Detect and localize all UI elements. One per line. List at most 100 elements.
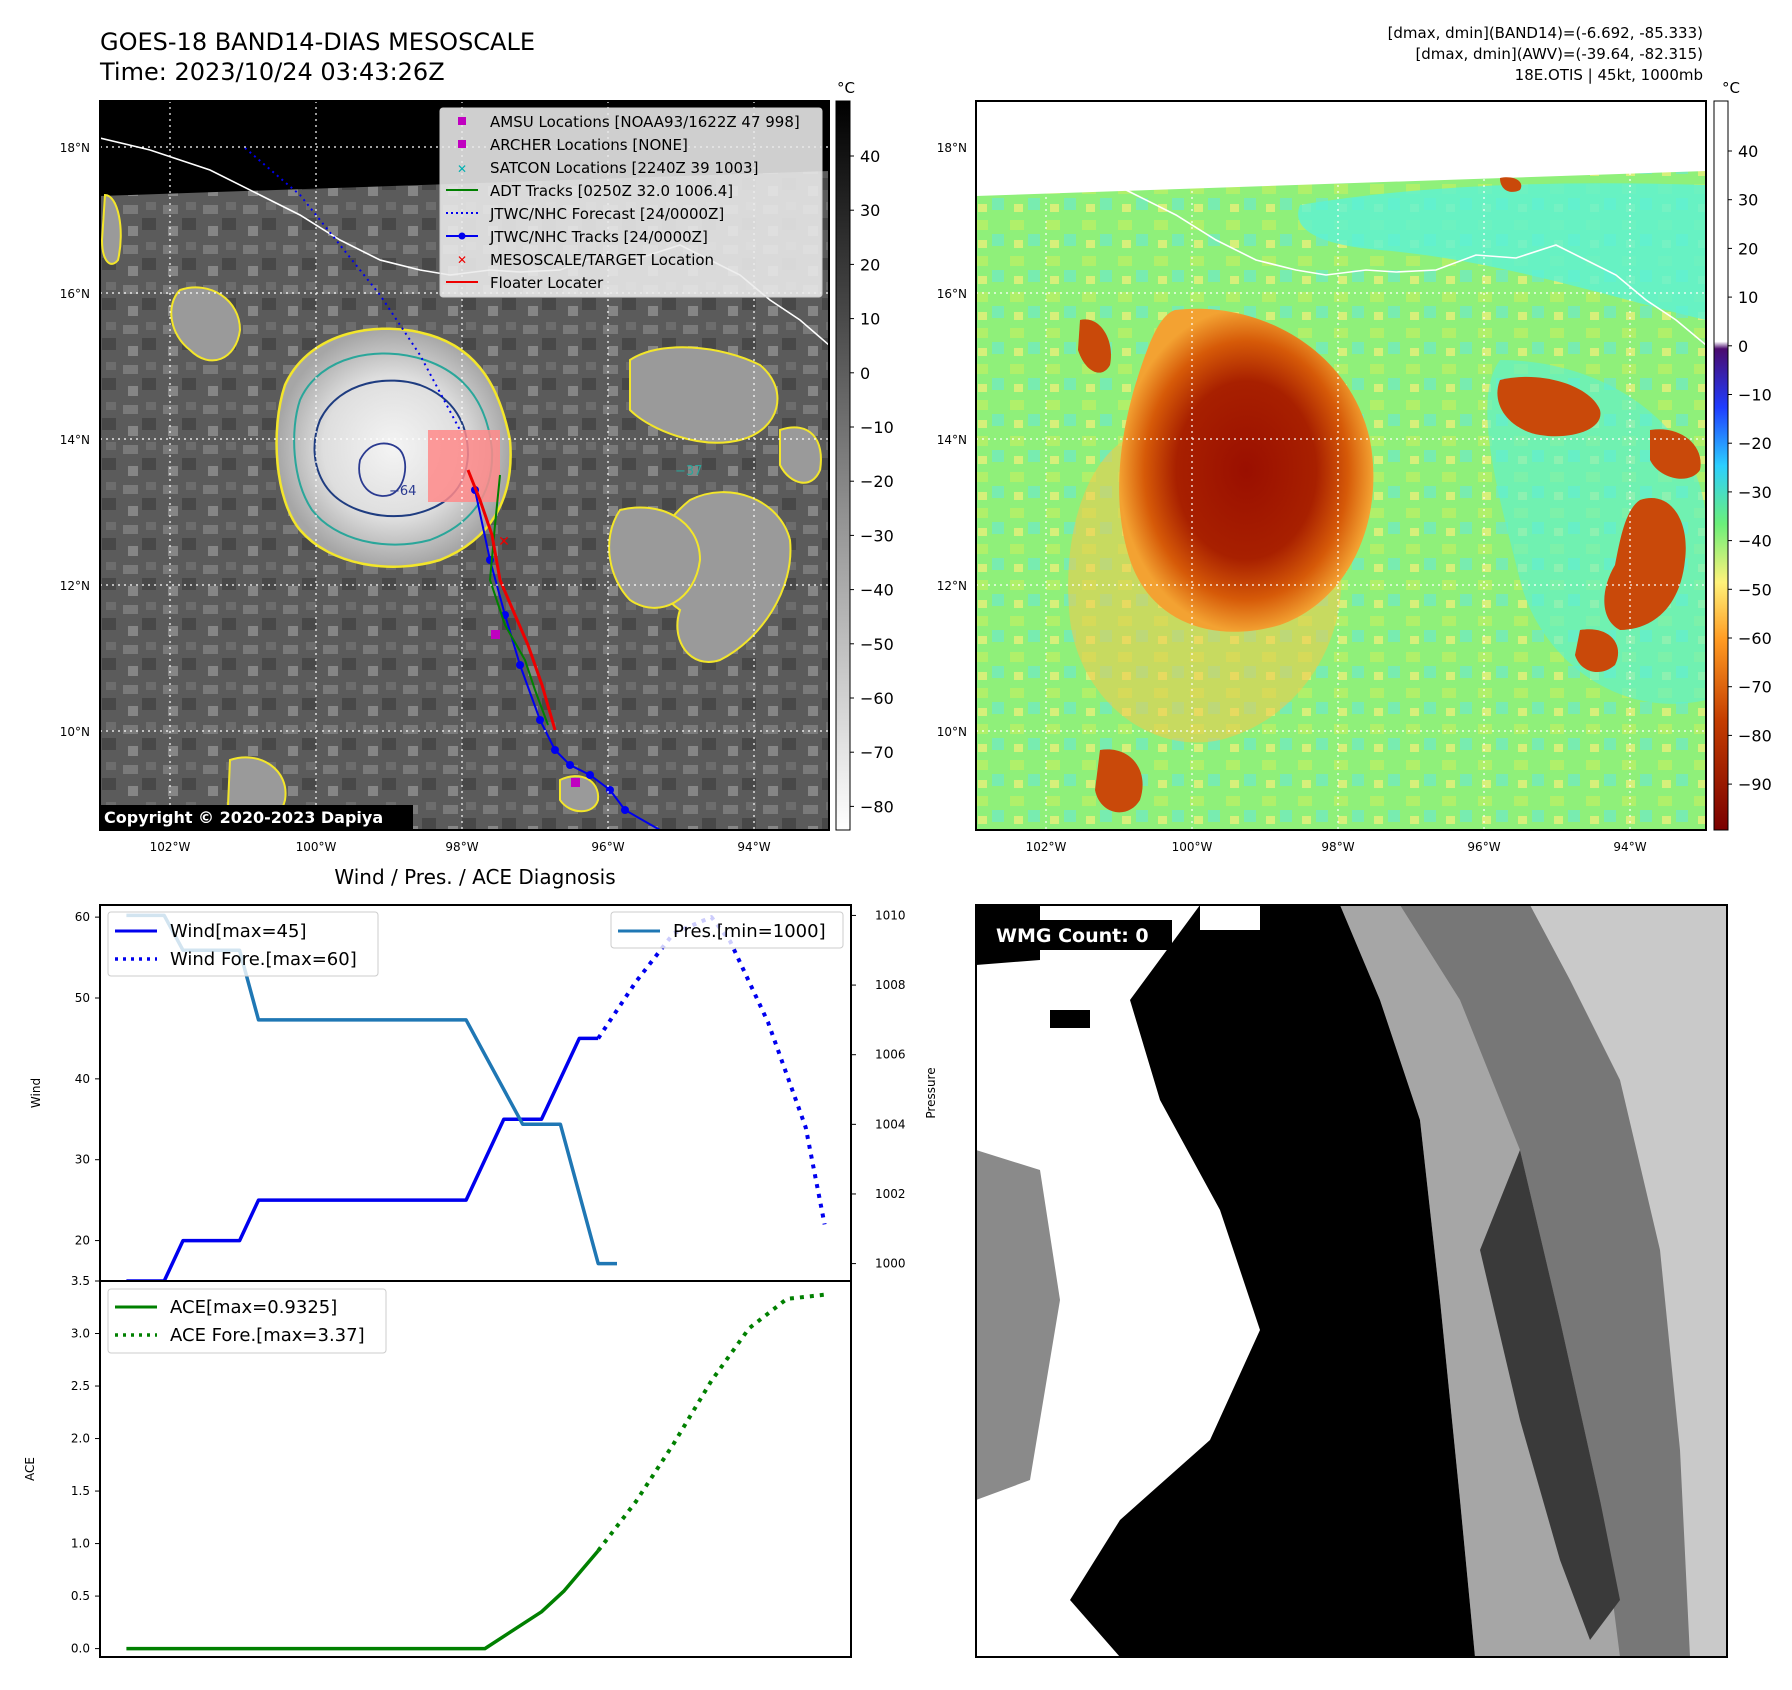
wind-tick-label: 20 — [75, 1234, 90, 1248]
wind-axis-label: Wind — [29, 1078, 43, 1108]
wmg-west-gray — [976, 1150, 1060, 1500]
ace-series — [126, 1292, 825, 1651]
colorbar-tick-label: 0 — [860, 364, 870, 383]
awv-gridlines — [976, 101, 1706, 830]
map-lon-labels: 102°W 100°W 98°W 96°W 94°W — [150, 840, 771, 854]
wind-pressure-chart: 20 30 40 50 60 1000 1002 1004 1006 1008 1010 Wind… — [29, 904, 938, 1283]
ace-tick-label: 1.5 — [71, 1484, 90, 1498]
archer-marker — [571, 778, 580, 787]
pressure-tick-label: 1000 — [875, 1257, 906, 1271]
ir-map-panel: −64 −37 ✕ — [60, 79, 894, 854]
colorbar-tick-label: −90 — [1738, 775, 1772, 794]
contour-label-1: −64 — [389, 484, 416, 499]
ace-tick-label: 0.0 — [71, 1642, 90, 1656]
legend-icon-target: ✕ — [457, 253, 467, 267]
legend-label-ace: ACE[max=0.9325] — [170, 1297, 337, 1318]
pressure-tick-label: 1008 — [875, 978, 906, 992]
colorbar-tick-label: −20 — [1738, 434, 1772, 453]
diagnosis-title: Wind / Pres. / ACE Diagnosis — [334, 865, 615, 889]
legend-box — [439, 107, 823, 298]
contour-label-2: −37 — [675, 464, 702, 479]
awv-stats: [dmax, dmin](AWV)=(-39.64, -82.315) — [1415, 45, 1703, 63]
wind-legend-box — [107, 911, 379, 977]
wind-axis-ticks: 20 30 40 50 60 — [75, 910, 100, 1248]
colorbar-tick-label: −10 — [1738, 386, 1772, 405]
colorbar-tick-label: −70 — [1738, 678, 1772, 697]
awv-map-panel: 18°N 16°N 14°N 12°N 10°N 102°W 100°W 98°… — [937, 79, 1772, 854]
legend-label-archer: ARCHER Locations [NONE] — [490, 136, 688, 154]
legend-icon-satcon: ✕ — [457, 162, 467, 176]
colorbar-tick-label: −10 — [860, 418, 894, 437]
ace-axis-label: ACE — [23, 1457, 37, 1481]
colorbar-tick-label: −40 — [1738, 532, 1772, 551]
wind-legend: Wind[max=45] Wind Fore.[max=60] — [107, 911, 379, 977]
awv-coastline — [976, 137, 1706, 346]
map-lon-label: 100°W — [296, 840, 337, 854]
wmg-frame — [975, 904, 1728, 1658]
ace-tick-label: 2.0 — [71, 1432, 90, 1446]
ir-colorbar — [835, 100, 851, 831]
awv-colorbar — [1713, 100, 1729, 831]
copyright-text: Copyright © 2020-2023 Dapiya — [104, 808, 383, 827]
map-frame — [99, 100, 830, 831]
wmg-count-badge — [990, 920, 1172, 950]
ace-tick-label: 3.0 — [71, 1327, 90, 1341]
ace-tick-label: 1.0 — [71, 1537, 90, 1551]
legend-label-ace-forecast: ACE Fore.[max=3.37] — [170, 1325, 365, 1346]
wmg-black-region — [1070, 905, 1475, 1657]
adt-track — [488, 474, 549, 726]
pressure-legend-box — [610, 911, 844, 949]
legend-label-satcon: SATCON Locations [2240Z 39 1003] — [490, 159, 758, 177]
awv-colorbar-unit: °C — [1722, 79, 1740, 97]
map-lat-label: 18°N — [60, 141, 90, 155]
wmg-panel: WMG Count: 0 — [975, 904, 1728, 1658]
band14-stats: [dmax, dmin](BAND14)=(-6.692, -85.333) — [1388, 24, 1703, 42]
ace-forecast-line — [596, 1292, 825, 1552]
floater-locater-track — [466, 469, 557, 731]
map-lat-label: 16°N — [60, 287, 90, 301]
ir-colorbar-ticks: 40 30 20 10 0 −10 −20 −30 −40 −50 −60 −70 −80 — [850, 147, 894, 816]
figure-time: Time: 2023/10/24 03:43:26Z — [99, 58, 445, 86]
pressure-tick-label: 1004 — [875, 1117, 906, 1131]
copyright-badge — [99, 805, 413, 829]
ace-tick-label: 2.5 — [71, 1379, 90, 1393]
wind-line — [126, 1036, 599, 1283]
convective-cells — [100, 193, 822, 822]
colorbar-tick-label: −60 — [860, 689, 894, 708]
legend-label-adt: ADT Tracks [0250Z 32.0 1006.4] — [490, 182, 733, 200]
wind-tick-label: 40 — [75, 1072, 90, 1086]
legend-label-tracks: JTWC/NHC Tracks [24/0000Z] — [489, 228, 708, 246]
colorbar-tick-label: −80 — [1738, 726, 1772, 745]
awv-lat-labels: 18°N 16°N 14°N 12°N 10°N — [937, 141, 967, 739]
wmg-count-label: WMG Count: 0 — [996, 925, 1149, 947]
colorbar-tick-label: 10 — [1738, 288, 1758, 307]
pressure-tick-label: 1006 — [875, 1048, 906, 1062]
pressure-axis-label: Pressure — [924, 1067, 938, 1118]
wmg-fleck — [1050, 1010, 1090, 1028]
colorbar-tick-label: −60 — [1738, 629, 1772, 648]
legend-label-floater: Floater Locater — [490, 274, 604, 292]
awv-lat-label: 10°N — [937, 725, 967, 739]
pressure-axis-ticks: 1000 1002 1004 1006 1008 1010 — [851, 908, 906, 1271]
legend-icon-archer — [458, 140, 466, 148]
forecast-track — [244, 147, 461, 431]
map-lon-label: 98°W — [445, 840, 478, 854]
map-legend: AMSU Locations [NOAA93/1622Z 47 998] ARC… — [439, 107, 823, 298]
ace-legend-box — [107, 1288, 387, 1354]
map-lat-label: 10°N — [60, 725, 90, 739]
moist-band — [1298, 183, 1706, 320]
pressure-tick-label: 1010 — [875, 908, 906, 922]
wind-forecast-line — [596, 915, 827, 1225]
pressure-legend: Pres.[min=1000] — [610, 911, 844, 949]
wind-tick-label: 50 — [75, 991, 90, 1005]
legend-label-amsu: AMSU Locations [NOAA93/1622Z 47 998] — [490, 113, 800, 131]
colorbar-tick-label: −40 — [860, 581, 894, 600]
map-lon-label: 102°W — [150, 840, 191, 854]
wmg-notch — [1200, 905, 1260, 930]
legend-label-forecast: JTWC/NHC Forecast [24/0000Z] — [489, 205, 724, 223]
figure-title: GOES-18 BAND14-DIAS MESOSCALE — [100, 28, 535, 56]
colorbar-tick-label: 20 — [860, 255, 880, 274]
colorbar-tick-label: 30 — [1738, 191, 1758, 210]
map-lat-labels: 18°N 16°N 14°N 12°N 10°N — [60, 141, 90, 739]
